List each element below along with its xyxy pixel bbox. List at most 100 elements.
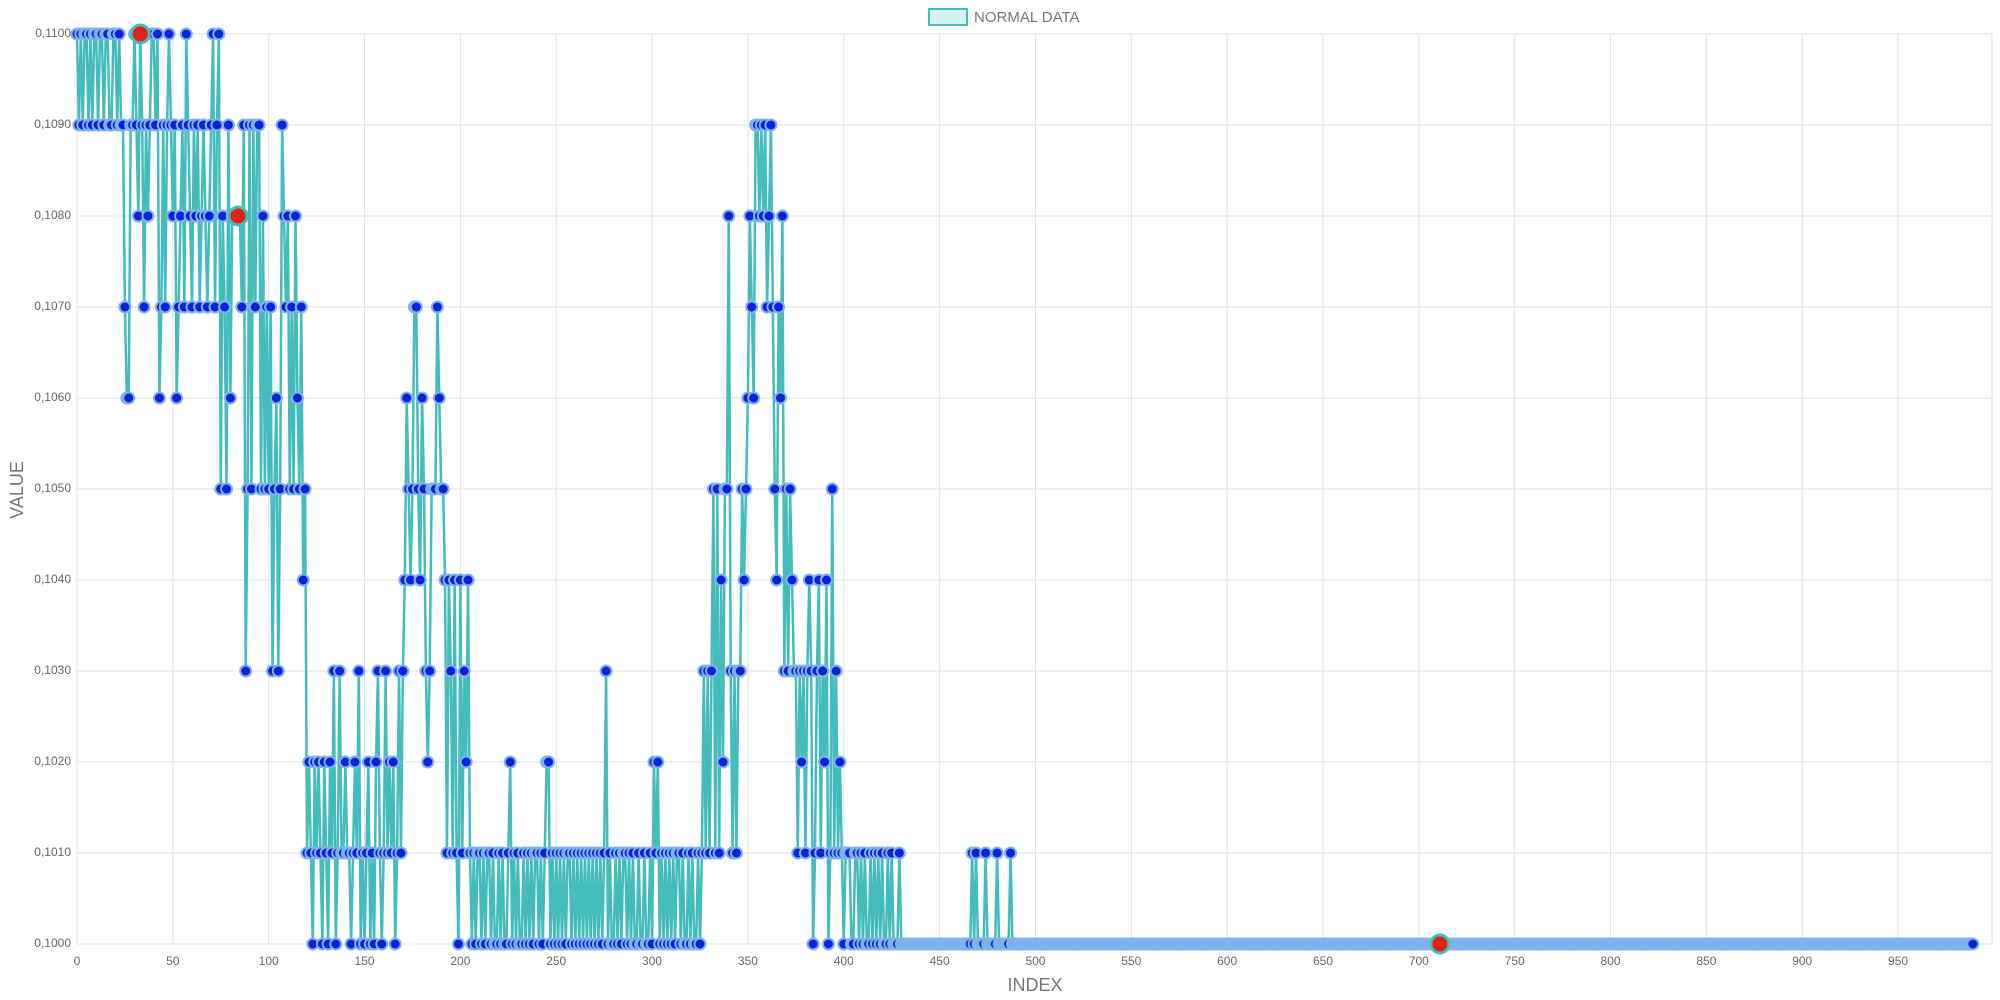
data-point [762, 209, 776, 223]
legend-label: NORMAL DATA [974, 9, 1080, 26]
data-point [821, 937, 835, 951]
data-point [289, 209, 303, 223]
data-point [795, 755, 809, 769]
data-point [151, 27, 165, 41]
data-point [179, 27, 193, 41]
data-point [269, 391, 283, 405]
data-point [712, 846, 726, 860]
data-point [768, 482, 782, 496]
data-point [275, 118, 289, 132]
data-point [271, 664, 285, 678]
data-point [806, 937, 820, 951]
x-tick-label: 550 [1121, 954, 1141, 968]
data-point [599, 664, 613, 678]
data-point [770, 573, 784, 587]
data-point [400, 391, 414, 405]
data-point [152, 391, 166, 405]
data-point [1004, 846, 1018, 860]
data-point [294, 300, 308, 314]
data-point [162, 27, 176, 41]
data-point [141, 209, 155, 223]
x-tick-label: 900 [1792, 954, 1812, 968]
data-point [542, 755, 556, 769]
data-point [818, 755, 832, 769]
data-point [352, 664, 366, 678]
data-point [457, 664, 471, 678]
data-point [296, 573, 310, 587]
data-point [348, 755, 362, 769]
data-point [764, 118, 778, 132]
x-tick-label: 50 [166, 954, 180, 968]
data-point [716, 755, 730, 769]
data-point [333, 664, 347, 678]
x-axis-label: INDEX [1007, 975, 1062, 995]
y-tick-label: 0,1010 [34, 845, 71, 859]
data-point [137, 300, 151, 314]
data-point [221, 118, 235, 132]
data-point [218, 300, 232, 314]
data-point [459, 755, 473, 769]
data-point [256, 209, 270, 223]
data-point [210, 118, 224, 132]
x-tick-label: 750 [1505, 954, 1525, 968]
legend: NORMAL DATA [928, 8, 1080, 26]
data-point [239, 664, 253, 678]
data-point [369, 755, 383, 769]
data-point [729, 846, 743, 860]
y-tick-label: 0,1040 [34, 572, 71, 586]
y-axis-label: VALUE [7, 461, 27, 519]
x-tick-label: 600 [1217, 954, 1237, 968]
data-point [379, 664, 393, 678]
x-tick-label: 150 [355, 954, 375, 968]
data-point [461, 573, 475, 587]
data-point [444, 664, 458, 678]
x-tick-label: 500 [1025, 954, 1045, 968]
data-point [1966, 937, 1980, 951]
data-point [220, 482, 234, 496]
data-point [423, 664, 437, 678]
data-point [775, 209, 789, 223]
data-point [833, 755, 847, 769]
data-point [158, 300, 172, 314]
legend-swatch [928, 8, 968, 26]
data-point [329, 937, 343, 951]
y-tick-label: 0,1030 [34, 663, 71, 677]
data-point [436, 482, 450, 496]
data-point [432, 391, 446, 405]
data-point [118, 300, 132, 314]
data-point [651, 755, 665, 769]
data-point [396, 664, 410, 678]
data-point [430, 300, 444, 314]
data-point [235, 300, 249, 314]
data-point [979, 846, 993, 860]
x-tick-label: 250 [546, 954, 566, 968]
data-point [323, 755, 337, 769]
x-tick-label: 300 [642, 954, 662, 968]
data-point [386, 755, 400, 769]
data-point [202, 209, 216, 223]
data-point [825, 482, 839, 496]
data-point [772, 300, 786, 314]
data-point [375, 937, 389, 951]
data-point [252, 118, 266, 132]
x-tick-label: 800 [1601, 954, 1621, 968]
data-point [714, 573, 728, 587]
data-point [783, 482, 797, 496]
data-point [892, 846, 906, 860]
y-tick-label: 0,1060 [34, 390, 71, 404]
data-point [733, 664, 747, 678]
y-tick-label: 0,1100 [35, 26, 71, 40]
data-point [774, 391, 788, 405]
data-point [829, 664, 843, 678]
y-tick-label: 0,1090 [34, 117, 71, 131]
data-point [693, 937, 707, 951]
x-tick-label: 650 [1313, 954, 1333, 968]
x-tick-label: 0 [74, 954, 81, 968]
data-point [413, 573, 427, 587]
y-tick-label: 0,1050 [34, 481, 71, 495]
x-tick-label: 200 [450, 954, 470, 968]
data-point [394, 846, 408, 860]
x-tick-label: 350 [738, 954, 758, 968]
data-point [451, 937, 465, 951]
